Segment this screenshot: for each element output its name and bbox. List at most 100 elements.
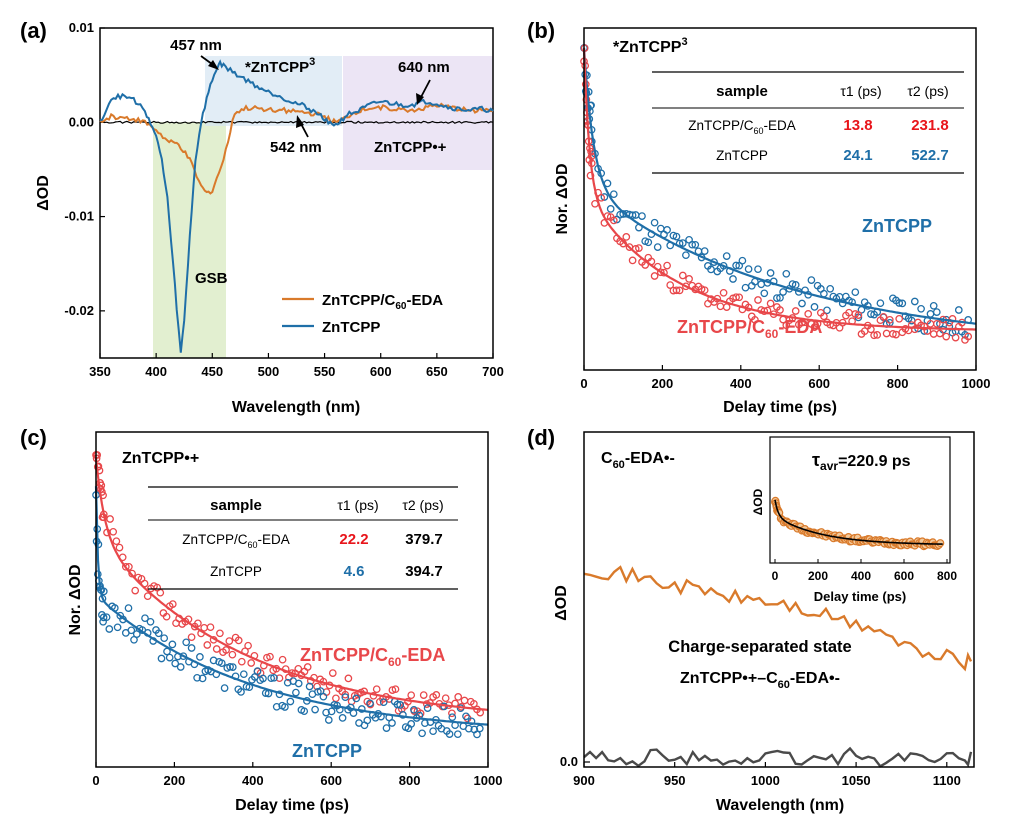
annotation-excited: *ZnTCPP3 bbox=[245, 56, 315, 76]
panel-c-point-hybrid bbox=[187, 633, 196, 642]
panel-b-point-zntcpp bbox=[823, 306, 831, 315]
panel-c-point-zntcpp bbox=[305, 682, 314, 691]
panel-c-point-hybrid bbox=[94, 462, 103, 471]
panel-c-point-zntcpp bbox=[388, 719, 396, 727]
panel-c-point-hybrid bbox=[93, 451, 102, 459]
panel-b-point-hybrid bbox=[804, 310, 813, 318]
panel-b-point-hybrid bbox=[854, 311, 863, 319]
panel-a-xtick-label: 650 bbox=[426, 364, 448, 379]
panel-c-point-zntcpp bbox=[196, 653, 204, 661]
panel-c-point-zntcpp bbox=[322, 708, 330, 717]
panel-c-point-zntcpp bbox=[160, 634, 169, 643]
arrow-542-head bbox=[296, 115, 304, 128]
panel-a-x-ticks: 350 400 450 500 550 600 650 700 bbox=[89, 353, 504, 379]
panel-b-point-zntcpp bbox=[738, 256, 747, 265]
panel-b-point-hybrid bbox=[722, 303, 731, 311]
panel-c-point-hybrid bbox=[328, 669, 337, 677]
panel-c-xtick-label: 400 bbox=[242, 773, 264, 788]
panel-b-point-hybrid bbox=[635, 244, 643, 252]
panel-b-point-hybrid bbox=[936, 329, 944, 338]
panel-c-point-zntcpp bbox=[259, 674, 267, 683]
panel-c-point-zntcpp bbox=[105, 625, 114, 633]
panel-b-point-hybrid bbox=[656, 268, 665, 277]
panel-c-point-zntcpp bbox=[363, 716, 372, 725]
panel-c-point-zntcpp bbox=[319, 692, 328, 701]
annotation-gsb: GSB bbox=[195, 270, 228, 287]
panel-b-point-zntcpp bbox=[650, 218, 659, 227]
panel-c-point-hybrid bbox=[266, 652, 274, 661]
panel-b-point-zntcpp bbox=[682, 251, 690, 260]
panel-a-xtick-label: 500 bbox=[258, 364, 280, 379]
panel-b-point-hybrid bbox=[942, 332, 951, 341]
panel-a-label: (a) bbox=[20, 18, 47, 43]
panel-a-xlabel: Wavelength (nm) bbox=[232, 399, 360, 416]
panel-c-point-zntcpp bbox=[157, 654, 166, 663]
table-c-row1-sample: ZnTCPP/C60-EDA bbox=[182, 532, 290, 550]
panel-d-ylabel: ΔOD bbox=[553, 585, 570, 621]
panel-c-point-zntcpp bbox=[141, 614, 149, 623]
panel-b-point-zntcpp bbox=[609, 190, 618, 199]
panel-b-point-zntcpp bbox=[876, 299, 885, 308]
panel-c-point-zntcpp bbox=[237, 688, 245, 696]
panel-b-point-hybrid bbox=[895, 314, 904, 323]
panel-d-label: (d) bbox=[527, 425, 555, 450]
panel-b-point-zntcpp bbox=[895, 299, 904, 307]
panel-b-point-zntcpp bbox=[744, 265, 753, 273]
panel-b-xtick-label: 200 bbox=[652, 376, 674, 391]
panel-b-point-hybrid bbox=[776, 306, 784, 314]
panel-b-point-zntcpp bbox=[754, 265, 762, 274]
panel-c-point-zntcpp bbox=[393, 700, 402, 709]
panel-a-xtick-label: 550 bbox=[314, 364, 336, 379]
panel-a-line-zntcpp bbox=[99, 59, 494, 353]
inset-fit-line bbox=[774, 499, 943, 545]
panel-c-point-hybrid bbox=[341, 690, 350, 699]
panel-c-point-zntcpp bbox=[423, 704, 432, 712]
panel-b-fit-zntcpp bbox=[582, 47, 977, 325]
panel-c-xtick-label: 800 bbox=[399, 773, 421, 788]
table-b-header-tau1: τ1 (ps) bbox=[840, 83, 881, 99]
panel-c: (c) 0 200 400 600 800 1000 Delay time (ps) No… bbox=[20, 425, 502, 814]
panel-b-point-hybrid bbox=[628, 256, 637, 265]
panel-b-point-zntcpp bbox=[600, 193, 609, 201]
panel-b-point-zntcpp bbox=[766, 269, 775, 277]
panel-b-point-hybrid bbox=[820, 312, 828, 321]
panel-c-point-zntcpp bbox=[217, 659, 226, 668]
panel-c-point-zntcpp bbox=[327, 707, 336, 716]
panel-c-point-zntcpp bbox=[382, 724, 391, 732]
table-c-header-sample: sample bbox=[210, 497, 262, 514]
panel-b-point-hybrid bbox=[879, 312, 888, 321]
panel-c-point-hybrid bbox=[303, 663, 312, 671]
inset-x-ticks: 0 200 400 600 800 bbox=[772, 559, 957, 583]
panel-b-point-zntcpp bbox=[779, 288, 787, 296]
panel-c-point-hybrid bbox=[194, 619, 202, 628]
panel-b-ylabel: Nor. ΔOD bbox=[554, 163, 571, 234]
panel-b-point-hybrid bbox=[650, 272, 659, 280]
panel-c-xtick-label: 1000 bbox=[474, 773, 503, 788]
panel-b-point-zntcpp bbox=[722, 252, 731, 260]
panel-d-title: C60-EDA•- bbox=[601, 450, 675, 471]
panel-b-label: (b) bbox=[527, 18, 555, 43]
table-c-row2-sample: ZnTCPP bbox=[210, 564, 262, 579]
panel-c-point-hybrid bbox=[237, 657, 246, 666]
panel-b-xtick-label: 800 bbox=[887, 376, 909, 391]
panel-c-point-zntcpp bbox=[286, 697, 295, 706]
panel-c-point-zntcpp bbox=[270, 673, 278, 682]
table-c-row2-tau2: 394.7 bbox=[405, 563, 443, 580]
panel-b-point-hybrid bbox=[609, 216, 618, 225]
panel-b-point-zntcpp bbox=[663, 226, 671, 234]
panel-b-point-zntcpp bbox=[910, 297, 919, 306]
panel-b-point-zntcpp bbox=[932, 308, 941, 316]
panel-c-point-zntcpp bbox=[366, 699, 374, 708]
panel-b-point-hybrid bbox=[964, 332, 973, 341]
panel-c-point-zntcpp bbox=[349, 709, 358, 717]
panel-c-point-zntcpp bbox=[407, 720, 416, 728]
panel-c-point-hybrid bbox=[131, 586, 140, 595]
panel-b-point-zntcpp bbox=[851, 288, 860, 297]
panel-c-point-hybrid bbox=[168, 600, 177, 608]
inset-xtick-label: 200 bbox=[808, 569, 828, 583]
panel-b-point-hybrid bbox=[751, 315, 759, 324]
panel-a-xtick-label: 400 bbox=[145, 364, 167, 379]
panel-b-point-zntcpp bbox=[688, 240, 697, 249]
panel-b-point-zntcpp bbox=[954, 306, 963, 314]
panel-c-point-hybrid bbox=[206, 623, 215, 632]
